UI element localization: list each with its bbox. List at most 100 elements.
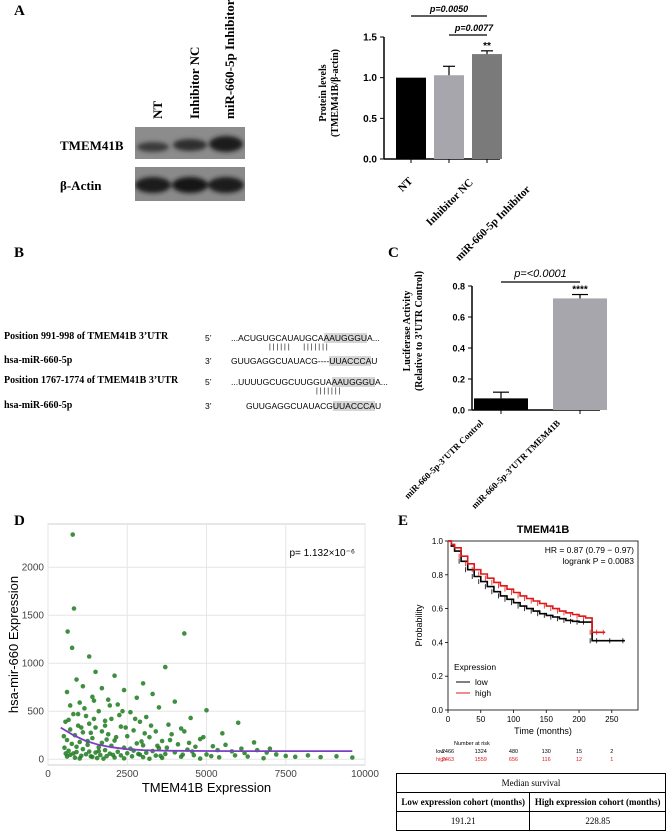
scatter-point bbox=[96, 708, 102, 714]
seq-part: GUUGAGGCUAUACG bbox=[246, 401, 333, 411]
scatter-point bbox=[105, 731, 111, 737]
scatter-point bbox=[283, 753, 289, 759]
scatter-point bbox=[113, 734, 119, 740]
scatter-point bbox=[153, 753, 159, 758]
site2-label: Position 1767-1774 of TMEM41B 3’UTR bbox=[4, 375, 179, 386]
scatter-point bbox=[245, 754, 251, 759]
scatter-point bbox=[83, 751, 89, 757]
x-tick-label: 0 bbox=[446, 715, 451, 724]
scatter-point bbox=[91, 698, 97, 703]
scatter-point bbox=[123, 725, 128, 730]
scatter-point bbox=[71, 606, 77, 611]
y-tick-label: 0.4 bbox=[452, 344, 465, 354]
scatter-point bbox=[65, 629, 70, 634]
scatter-point bbox=[118, 753, 124, 758]
y-tick-label: 0.8 bbox=[452, 282, 465, 292]
scatter-point bbox=[102, 747, 108, 753]
table-header: Low expression cohort (months) bbox=[395, 792, 531, 812]
scatter-point bbox=[77, 756, 82, 761]
scatter-point bbox=[93, 669, 98, 675]
scatter-point bbox=[239, 746, 244, 751]
mir2-label: hsa-miR-660-5p bbox=[4, 400, 73, 411]
p-value-label: p=0.0077 bbox=[454, 23, 494, 33]
chart-c-ylabel: Luciferase Activity (Relative to 3’UTR C… bbox=[402, 266, 426, 396]
scatter-point bbox=[350, 755, 355, 760]
scatter-point bbox=[85, 742, 90, 748]
logrank-text: logrank P = 0.0083 bbox=[563, 556, 635, 566]
scatter-point bbox=[102, 718, 108, 724]
scatter-point bbox=[63, 751, 69, 756]
scatter-point bbox=[107, 703, 113, 708]
p-value-label: p=0.0050 bbox=[429, 4, 468, 14]
bar bbox=[434, 75, 464, 159]
scatter-point bbox=[235, 720, 241, 726]
x-tick-label: 0 bbox=[45, 769, 51, 780]
risk-value: 656 bbox=[509, 757, 518, 763]
y-tick-label: 0.0 bbox=[363, 155, 377, 166]
scatter-point bbox=[86, 721, 92, 727]
scatter-point bbox=[143, 750, 149, 756]
scatter-point bbox=[112, 673, 117, 679]
scatter-point bbox=[72, 755, 78, 761]
x-tick-label: 10000 bbox=[351, 769, 379, 780]
scatter-point bbox=[136, 751, 141, 757]
scatter-point bbox=[223, 742, 228, 748]
scatter-point bbox=[182, 729, 187, 734]
blot-lane-label: Inhibitor NC bbox=[187, 46, 202, 119]
scatter-point bbox=[70, 532, 76, 537]
scatter-point bbox=[292, 754, 298, 760]
scatter-point bbox=[155, 743, 160, 749]
ylabel-line: Protein levels bbox=[318, 64, 329, 122]
seq-part: ...ACUGUGCAUAUGCA bbox=[231, 333, 324, 343]
seq-seed-highlight: AAUGGGU bbox=[323, 333, 368, 343]
scatter-point bbox=[121, 756, 127, 761]
scatter-point bbox=[208, 753, 214, 759]
panel-b-label: B bbox=[14, 245, 25, 261]
scatter-point bbox=[83, 713, 89, 719]
x-axis-label: TMEM41B Expression bbox=[142, 780, 271, 795]
scatter-point bbox=[88, 730, 94, 736]
ylabel-line: (Relative to 3’UTR Control) bbox=[414, 270, 425, 392]
scatter-point bbox=[334, 754, 339, 759]
scatter-point bbox=[132, 716, 138, 722]
seq-part: U bbox=[374, 401, 382, 411]
scatter-point bbox=[63, 719, 68, 725]
legend-label: low bbox=[475, 677, 489, 687]
hazard-ratio-text: HR = 0.87 (0.79 − 0.97) bbox=[545, 545, 634, 555]
panel-e-label: E bbox=[398, 513, 409, 529]
scatter-point bbox=[175, 742, 181, 747]
scatter-point bbox=[143, 714, 149, 720]
scatter-point bbox=[191, 752, 197, 758]
panel-a-label: A bbox=[14, 3, 25, 19]
scatter-point bbox=[91, 716, 97, 722]
scatter-point bbox=[109, 716, 114, 722]
x-tick-label: 5000 bbox=[195, 769, 218, 780]
blot-row-label: TMEM41B bbox=[60, 138, 124, 153]
scatter-point bbox=[101, 756, 106, 761]
legend-label: high bbox=[475, 688, 491, 698]
scatter-point bbox=[140, 743, 146, 748]
mir2-prime: 3’ bbox=[205, 401, 212, 411]
bar bbox=[396, 77, 426, 159]
seq-seed-highlight: AAUGGGU bbox=[331, 377, 376, 387]
site2-prime: 5’ bbox=[205, 377, 212, 387]
scatter-point bbox=[182, 631, 187, 636]
pairing-bars: | | | | | | | bbox=[316, 388, 341, 395]
scatter-point bbox=[77, 739, 82, 745]
risk-value: 116 bbox=[542, 757, 551, 763]
significance-stars: ** bbox=[483, 41, 491, 52]
bar bbox=[474, 398, 528, 410]
scatter-point bbox=[121, 687, 127, 693]
y-tick-label: 500 bbox=[27, 707, 44, 718]
y-tick-label: 1.0 bbox=[432, 537, 444, 546]
x-tick-label: 2500 bbox=[116, 769, 139, 780]
scatter-point bbox=[124, 733, 130, 739]
scatter-point bbox=[74, 744, 79, 750]
km-curve-low bbox=[448, 540, 625, 642]
site1-prime: 5’ bbox=[205, 333, 212, 343]
blot-row-label: β-Actin bbox=[60, 178, 102, 193]
scatter-point bbox=[134, 695, 140, 701]
scatter-point bbox=[71, 711, 76, 717]
scatter-point bbox=[99, 685, 105, 691]
scatter-point bbox=[167, 737, 173, 743]
